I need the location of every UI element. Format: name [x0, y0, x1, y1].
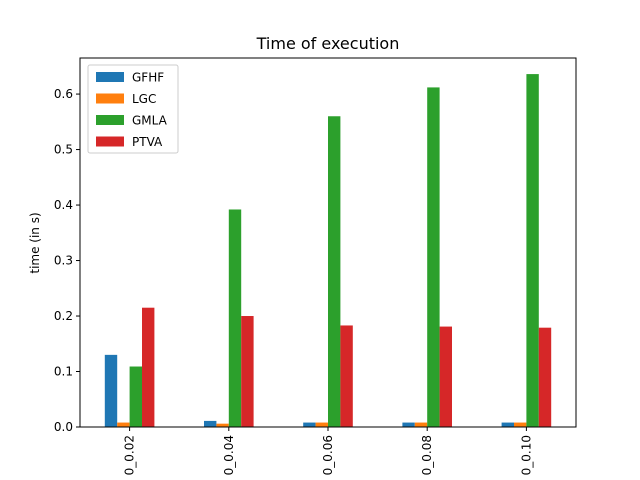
bar-gmla-0_0.06 — [328, 116, 341, 427]
bar-gmla-0_0.08 — [427, 87, 440, 427]
y-tick-label: 0.0 — [54, 420, 73, 434]
bar-lgc-0_0.06 — [315, 422, 328, 427]
bar-gmla-0_0.02 — [129, 366, 142, 427]
chart-title: Time of execution — [256, 34, 400, 53]
y-axis-label: time (in s) — [28, 212, 42, 273]
x-tick-label: 0_0.04 — [222, 435, 236, 475]
bar-gfhf-0_0.10 — [501, 422, 514, 427]
y-tick-label: 0.6 — [54, 87, 73, 101]
bar-gfhf-0_0.06 — [303, 422, 316, 427]
bar-ptva-0_0.06 — [340, 325, 353, 427]
bar-ptva-0_0.02 — [142, 307, 155, 427]
bar-lgc-0_0.04 — [216, 423, 229, 427]
bar-gmla-0_0.04 — [228, 209, 242, 427]
legend-label-gfhf: GFHF — [132, 71, 164, 85]
legend-swatch-ptva — [96, 136, 124, 147]
bar-gfhf-0_0.04 — [204, 420, 217, 427]
y-tick-label: 0.3 — [54, 254, 73, 268]
legend-label-gmla: GMLA — [132, 114, 168, 128]
bar-gfhf-0_0.02 — [104, 354, 118, 427]
legend-box — [87, 64, 179, 154]
bar-gfhf-0_0.08 — [402, 422, 415, 427]
bar-ptva-0_0.10 — [538, 327, 552, 427]
legend: GFHF LGC GMLA PTVA — [87, 64, 179, 154]
legend-swatch-lgc — [96, 93, 124, 104]
axes-group: 0.0 0.1 0.2 0.3 0.4 0.5 0.6 0_0.02 0_0.04 0_0.06 0… — [54, 57, 577, 475]
bars-group — [104, 74, 552, 427]
x-tick-label: 0_0.02 — [123, 435, 137, 475]
y-tick-label: 0.2 — [54, 309, 73, 323]
y-tick-label: 0.4 — [54, 198, 73, 212]
legend-label-ptva: PTVA — [132, 135, 163, 149]
legend-swatch-gmla — [96, 115, 124, 125]
legend-label-lgc: LGC — [132, 92, 156, 106]
x-tick-label: 0_0.10 — [519, 435, 533, 475]
y-tick-label: 0.5 — [54, 143, 73, 157]
bar-gmla-0_0.10 — [526, 74, 539, 427]
bar-lgc-0_0.08 — [414, 422, 428, 427]
bar-lgc-0_0.10 — [514, 422, 527, 427]
x-tick-label: 0_0.06 — [321, 435, 335, 475]
x-tick-label: 0_0.08 — [420, 435, 434, 475]
legend-swatch-gfhf — [96, 72, 124, 82]
y-tick-label: 0.1 — [54, 365, 73, 379]
bar-lgc-0_0.02 — [117, 422, 130, 427]
bar-ptva-0_0.08 — [439, 326, 452, 427]
bar-ptva-0_0.04 — [241, 316, 254, 427]
